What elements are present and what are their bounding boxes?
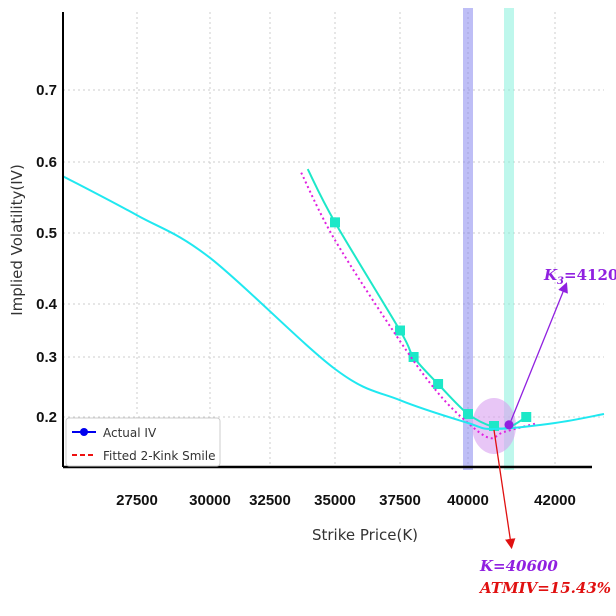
actual-iv-point [489,421,499,431]
x-tick-label: 40000 [447,492,489,509]
legend-actual-iv: Actual IV [103,426,157,440]
x-tick-label: 42000 [534,492,576,509]
series-line-global-smile [62,175,605,431]
y-tick-label: 0.7 [36,82,57,99]
k3-arrow [510,282,568,422]
y-tick-label: 0.5 [36,225,57,242]
legend-marker-actual [80,428,88,436]
y-axis-label: Implied Volatility(IV) [8,164,26,316]
x-tick-label: 35000 [314,492,356,509]
atm-iv-label: ATMIV=15.43% [478,579,611,597]
k-label: K=40600 [479,557,558,575]
legend-fitted-smile: Fitted 2-Kink Smile [103,449,215,463]
y-tick-label: 0.4 [36,296,58,313]
y-tick-label: 0.3 [36,349,57,366]
vertical-band [463,8,473,470]
x-tick-label: 27500 [116,492,158,509]
x-axis-label: Strike Price(K) [312,526,418,544]
y-tick-label: 0.6 [36,154,57,171]
legend: Actual IV Fitted 2-Kink Smile [65,417,221,467]
x-tick-label: 32500 [249,492,291,509]
atm-arrow [493,429,516,550]
k3-label: K3=41200 [543,266,616,287]
k3-point [504,420,514,430]
vertical-band [504,8,514,470]
x-tick-label: 37500 [379,492,421,509]
x-tick-label: 30000 [189,492,231,509]
series-line-actual-iv-fit [306,168,527,430]
y-tick-label: 0.2 [36,409,57,426]
series-line-fitted-2-kink-smile [300,172,539,440]
